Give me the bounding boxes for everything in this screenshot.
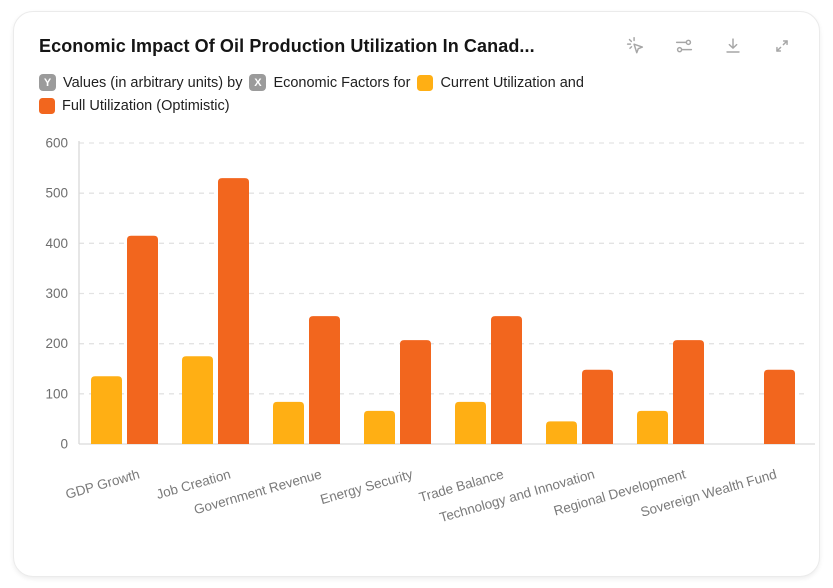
legend-swatch-full-utilization [39,98,55,114]
bar-full-utilization-optimistic--technology-and-innovation[interactable] [582,369,613,444]
x-axis-category-label: Energy Security [319,466,415,507]
toolbar [623,34,794,58]
card-header: Economic Impact Of Oil Production Utiliz… [39,29,794,63]
y-axis-tick-label: 600 [45,136,68,151]
bar-full-utilization-optimistic--regional-development[interactable] [673,340,704,444]
bar-current-utilization-gdp-growth[interactable] [91,376,122,444]
legend-label-full-utilization: Full Utilization (Optimistic) [62,98,230,114]
bar-current-utilization-regional-development[interactable] [637,410,668,444]
bar-current-utilization-job-creation[interactable] [182,356,213,444]
y-axis-tick-label: 400 [45,236,68,251]
interact-icon [626,37,644,54]
subtitle-line-2: Full Utilization (Optimistic) [39,98,689,114]
x-axis-category-label: GDP Growth [64,466,141,501]
interact-button[interactable] [623,34,647,58]
bar-current-utilization-government-revenue[interactable] [273,401,304,444]
y-axis-tick-label: 200 [45,336,68,351]
bar-full-utilization-optimistic--gdp-growth[interactable] [127,235,158,444]
expand-button[interactable] [770,34,794,58]
y-axis-tick-label: 100 [45,386,68,401]
legend-label-current-utilization: Current Utilization and [440,74,584,91]
y-axis-tick-label: 300 [45,286,68,301]
sliders-button[interactable] [672,34,696,58]
chart-area: 0 100 200 300 400 500 600 GDP Growth Job Creatio… [31,130,821,565]
bar-current-utilization-trade-balance[interactable] [455,401,486,444]
bar-full-utilization-optimistic--government-revenue[interactable] [309,316,340,444]
download-icon [726,38,740,53]
chart-card: Economic Impact Of Oil Production Utiliz… [13,11,820,577]
bar-full-utilization-optimistic--energy-security[interactable] [400,340,431,444]
legend-swatch-current-utilization [417,74,434,91]
y-axis-description: Values (in arbitrary units) by [63,74,243,91]
bar-current-utilization-energy-security[interactable] [364,410,395,444]
bar-current-utilization-technology-and-innovation[interactable] [546,421,577,444]
chart-title: Economic Impact Of Oil Production Utiliz… [39,35,535,56]
bar-full-utilization-optimistic--sovereign-wealth-fund[interactable] [764,369,795,444]
y-axis-tick-label: 500 [45,186,68,201]
subtitle-line-1: Y Values (in arbitrary units) by X Econo… [39,74,689,91]
chart-subtitle: Y Values (in arbitrary units) by X Econo… [39,74,689,114]
x-axis-badge: X [249,74,267,91]
sliders-icon [675,39,693,53]
y-axis-tick-label: 0 [60,437,68,452]
x-axis-description: Economic Factors for [273,74,411,91]
x-axis-category-label: Technology and Innovation [438,466,597,525]
expand-icon [776,40,788,52]
download-button[interactable] [721,34,745,58]
bar-full-utilization-optimistic--trade-balance[interactable] [491,316,522,444]
bar-full-utilization-optimistic--job-creation[interactable] [218,178,249,444]
y-axis-badge: Y [39,74,56,91]
